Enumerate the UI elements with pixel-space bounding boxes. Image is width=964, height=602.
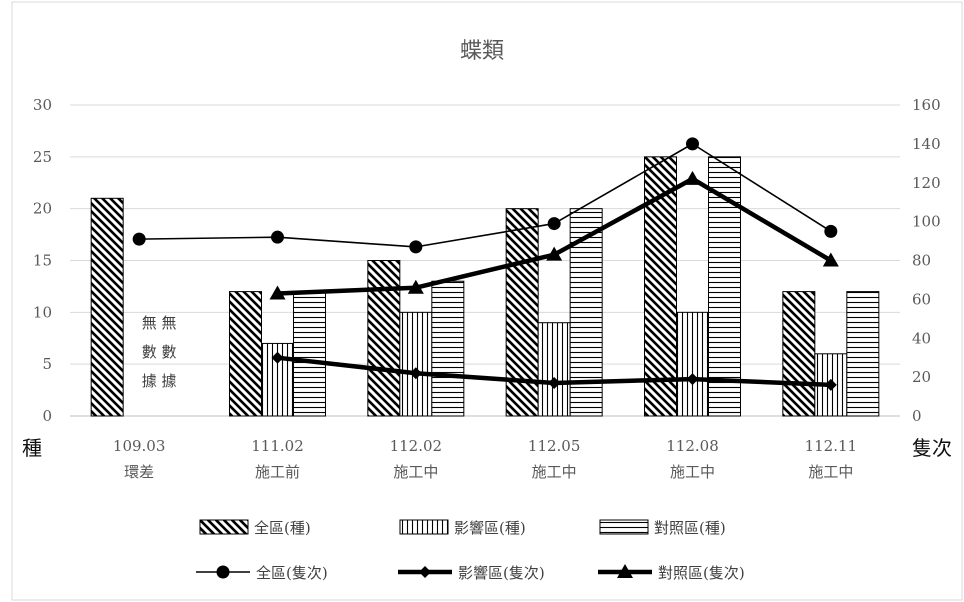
y-right-tick-label: 20 (912, 368, 931, 386)
legend-label: 影響區(隻次) (458, 564, 545, 582)
y-left-tick-label: 25 (33, 148, 52, 166)
bar-diagonal (782, 291, 816, 417)
bar-vertical (676, 311, 709, 417)
legend-swatch-diagonal (199, 519, 249, 535)
y-left-axis-title: 種 (22, 436, 42, 460)
legend-swatch-horizontal (599, 519, 649, 535)
legend-label: 影響區(種) (454, 519, 526, 537)
marker-diamond (686, 373, 699, 386)
line-circle (139, 143, 832, 248)
chart-border (11, 1, 963, 601)
bar-horizontal (293, 291, 326, 417)
y-left-tick-label: 20 (33, 200, 52, 218)
x-tick-label: 112.08 (666, 437, 719, 455)
line-triangle (277, 176, 832, 296)
x-tick-sublabel: 施工中 (808, 463, 853, 481)
bar-horizontal (569, 208, 603, 417)
bar-horizontal (846, 291, 880, 417)
legend-marker-diamond (419, 566, 431, 578)
marker-circle (409, 240, 423, 254)
chart-title: 蝶類 (460, 39, 504, 64)
x-tick-label: 112.02 (390, 437, 443, 455)
x-tick-sublabel: 施工中 (393, 463, 438, 481)
marker-triangle (407, 279, 424, 294)
y-left-tick-label: 15 (33, 252, 52, 270)
y-right-tick-label: 60 (912, 290, 931, 308)
bar-vertical (399, 311, 433, 417)
marker-circle (824, 224, 838, 238)
marker-diamond (548, 376, 561, 389)
legend-label: 全區(種) (254, 519, 311, 537)
x-tick-sublabel: 施工中 (670, 463, 715, 481)
marker-diamond (409, 367, 422, 380)
marker-circle (271, 230, 284, 244)
marker-triangle (822, 252, 839, 267)
marker-triangle (684, 170, 701, 185)
y-left-tick-label: 10 (33, 303, 52, 321)
y-right-tick-label: 140 (912, 135, 941, 153)
no-data-annotation: 數 數 (142, 343, 177, 361)
y-left-tick-label: 5 (42, 355, 52, 373)
legend-marker-circle (216, 565, 230, 579)
legend-label: 全區(隻次) (256, 564, 328, 582)
marker-circle (686, 137, 699, 151)
y-right-tick-label: 120 (912, 174, 941, 192)
marker-diamond (824, 378, 837, 391)
legend-label: 對照區(隻次) (658, 564, 745, 582)
bar-diagonal (367, 260, 401, 417)
x-tick-label: 109.03 (113, 437, 166, 455)
bar-diagonal (644, 156, 677, 417)
marker-triangle (269, 285, 286, 300)
marker-circle (132, 232, 146, 246)
legend-swatch-vertical (399, 519, 449, 535)
y-right-tick-label: 40 (912, 329, 931, 347)
bar-vertical (537, 322, 571, 417)
marker-triangle (546, 246, 563, 261)
y-right-tick-label: 0 (912, 407, 922, 425)
y-left-tick-label: 0 (42, 407, 52, 425)
x-tick-sublabel: 施工中 (532, 463, 577, 481)
legend-label: 對照區(種) (654, 519, 726, 537)
no-data-annotation: 無 無 (142, 314, 177, 332)
x-tick-sublabel: 環差 (124, 463, 154, 481)
marker-circle (547, 217, 561, 231)
x-tick-label: 112.11 (805, 437, 858, 455)
bar-diagonal (505, 208, 539, 417)
no-data-annotation: 據 據 (142, 372, 177, 390)
marker-diamond (271, 351, 284, 364)
x-tick-label: 112.05 (528, 437, 581, 455)
y-right-tick-label: 100 (912, 213, 941, 231)
bar-diagonal (90, 197, 124, 417)
y-left-tick-label: 30 (33, 96, 52, 114)
y-right-tick-label: 80 (912, 252, 931, 270)
bar-diagonal (229, 291, 262, 417)
x-tick-sublabel: 施工前 (255, 463, 300, 481)
legend-marker-triangle (617, 564, 633, 578)
y-right-tick-label: 160 (912, 96, 941, 114)
x-tick-label: 111.02 (251, 437, 304, 455)
bar-horizontal (431, 280, 465, 417)
y-right-axis-title: 隻次 (912, 436, 952, 460)
